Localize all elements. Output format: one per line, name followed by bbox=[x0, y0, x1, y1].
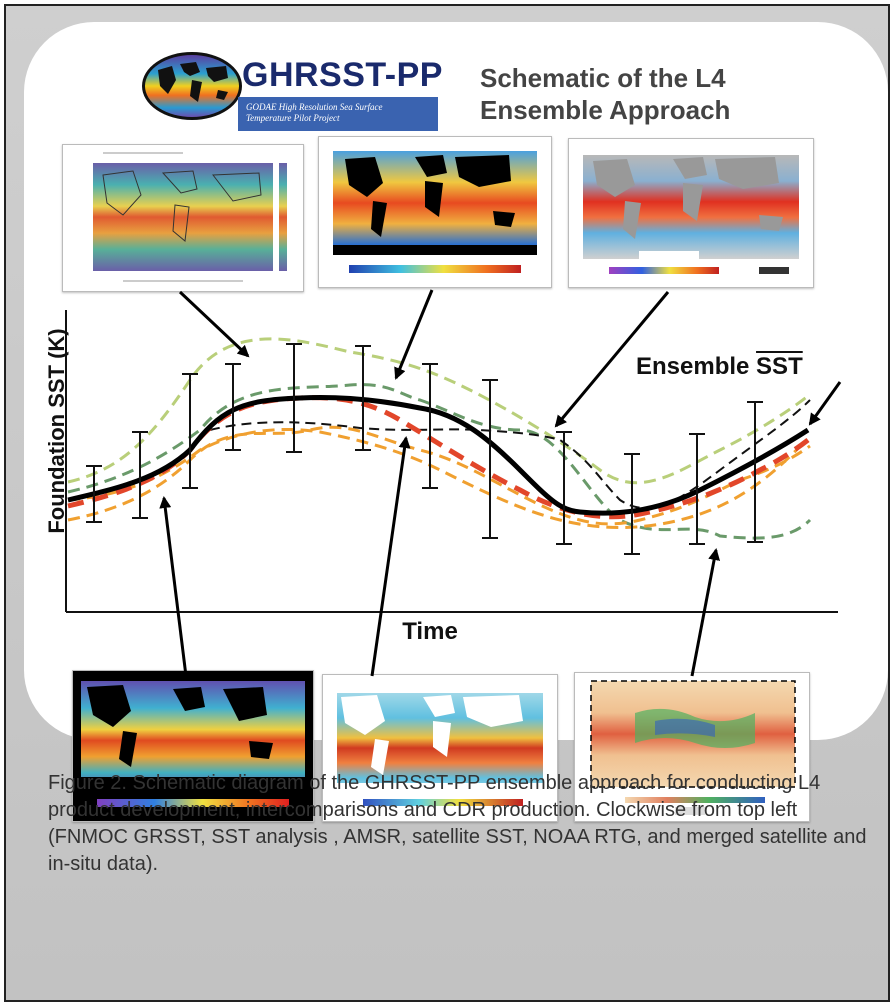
logo-subtitle: GODAE High Resolution Sea Surface Temper… bbox=[238, 97, 438, 131]
schematic-title-line2: Ensemble Approach bbox=[480, 95, 731, 125]
y-axis-label: Foundation SST (K) bbox=[44, 328, 69, 534]
error-bar bbox=[422, 363, 438, 489]
black-dashed-curve bbox=[209, 399, 811, 509]
error-bar bbox=[624, 453, 640, 555]
arrow-from-bottom-right bbox=[690, 548, 721, 677]
error-bar bbox=[482, 379, 498, 539]
logo-text: GHRSST-PP bbox=[242, 56, 443, 94]
error-bar bbox=[556, 431, 572, 545]
ensemble-label-sst: SST bbox=[756, 353, 803, 380]
red-dashed-curve bbox=[67, 395, 810, 520]
thumb-top-center bbox=[318, 136, 552, 288]
figure-caption: Figure 2. Schematic diagram of the GHRSS… bbox=[48, 772, 867, 875]
thumb-bottom-left bbox=[72, 670, 314, 822]
error-bars bbox=[86, 343, 763, 555]
error-bar bbox=[689, 433, 705, 545]
error-bar bbox=[747, 401, 763, 543]
ensemble-mean-line bbox=[67, 394, 810, 516]
x-axis-label: Time bbox=[402, 618, 458, 645]
ghrsst-logo-globe bbox=[142, 52, 242, 120]
schematic-title-line1: Schematic of the L4 bbox=[480, 63, 726, 93]
arrow-from-top-right bbox=[554, 291, 670, 428]
arrow-from-top-center bbox=[394, 289, 434, 380]
arrow-from-top-left bbox=[178, 290, 250, 358]
error-bar bbox=[86, 465, 102, 523]
error-bar bbox=[182, 373, 198, 489]
thumb-bottom-center bbox=[322, 674, 558, 822]
ensemble-label: Ensemble SST bbox=[636, 353, 803, 381]
arrow-from-ensemble-label bbox=[808, 381, 842, 426]
orange-dashed-curve-2 bbox=[67, 427, 808, 529]
green-dashed-curve bbox=[67, 383, 812, 540]
error-bar bbox=[132, 431, 148, 519]
error-bar bbox=[355, 345, 371, 451]
thumb-top-right bbox=[568, 138, 814, 288]
error-bar bbox=[286, 343, 302, 453]
thumb-top-left bbox=[62, 144, 304, 292]
schematic-title: Schematic of the L4 Ensemble Approach bbox=[480, 62, 780, 126]
arrow-from-bottom-left bbox=[159, 496, 188, 677]
arrow-from-bottom-center bbox=[370, 436, 411, 677]
error-bar bbox=[225, 363, 241, 451]
ensemble-label-prefix: Ensemble bbox=[636, 353, 757, 380]
thumb-bottom-right bbox=[574, 672, 810, 822]
